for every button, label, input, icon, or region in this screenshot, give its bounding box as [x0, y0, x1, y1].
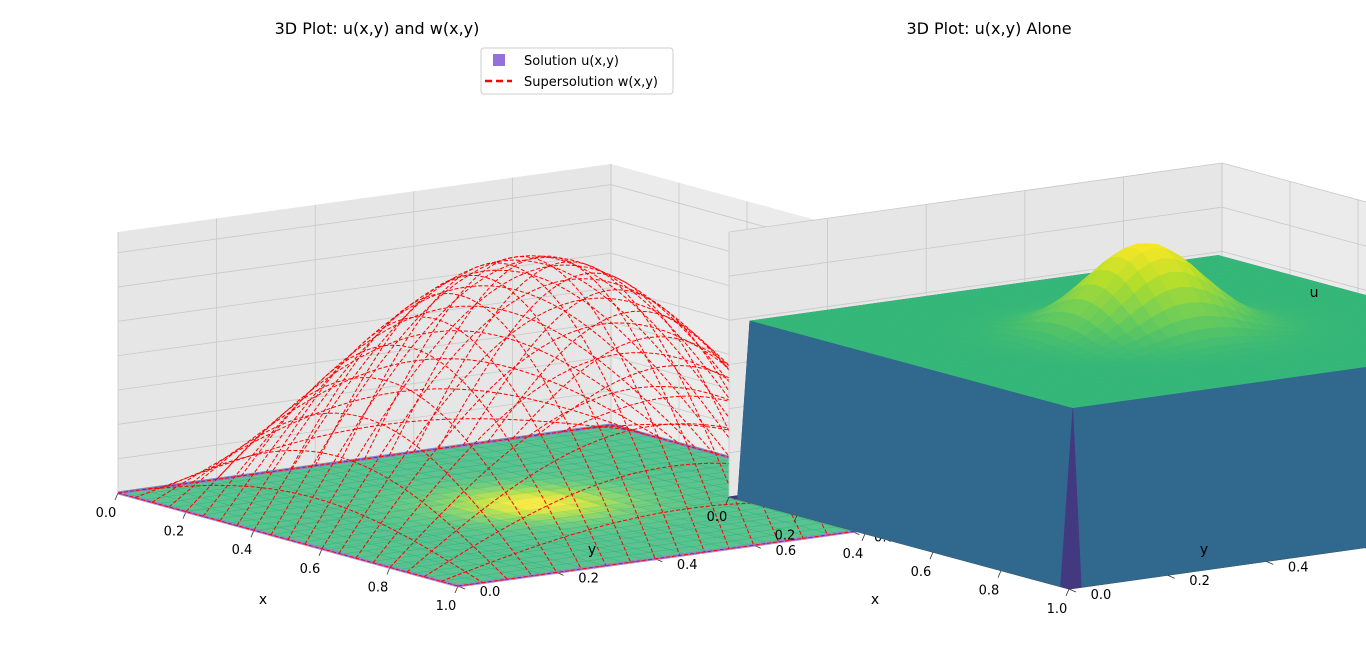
- supersolution-line: [388, 255, 730, 549]
- supersolution-line: [304, 264, 799, 545]
- subplot-u-alone: 3D Plot: u(x,y) Alone 0.0 0.2 0.4 0.6 0.8 1.0…: [707, 19, 1366, 617]
- x-tick-label: 0.0: [96, 506, 117, 521]
- chart-title: 3D Plot: u(x,y) and w(x,y): [275, 19, 480, 38]
- supersolution-line: [462, 289, 804, 539]
- grid-line: [117, 218, 612, 288]
- supersolution-line: [339, 262, 681, 556]
- legend-label-solution: Solution u(x,y): [524, 54, 619, 69]
- legend-label-supersolution: Supersolution w(x,y): [524, 75, 658, 90]
- y-tick-label: 0.4: [1288, 560, 1309, 575]
- x-tick: [1065, 588, 1070, 597]
- supersolution-line: [406, 423, 901, 573]
- supersolution-line: [536, 365, 878, 529]
- x-tick-label: 0.0: [707, 510, 728, 525]
- x-tick-label: 0.8: [368, 580, 389, 595]
- grid-line: [117, 287, 612, 357]
- x-tick: [997, 570, 1002, 578]
- x-tick-label: 0.6: [911, 565, 932, 580]
- supersolution-line: [338, 297, 833, 554]
- grid-line: [117, 252, 612, 322]
- grid-line: [117, 390, 612, 460]
- y-tick-label: 0.0: [1091, 588, 1112, 603]
- y-tick-label: 0.0: [480, 585, 501, 600]
- supersolution-line: [185, 330, 680, 512]
- surface-patch: [1060, 408, 1082, 590]
- y-tick-label: 0.6: [775, 544, 796, 559]
- grid-line: [728, 206, 1223, 277]
- x-tick-label: 0.8: [979, 584, 1000, 599]
- u-surface: [728, 243, 1366, 590]
- x-tick: [861, 533, 866, 541]
- x-tick: [114, 492, 119, 501]
- x-tick-label: 0.2: [164, 525, 185, 540]
- tick-labels: 0.00.20.40.60.81.00.00.20.40.60.81.00.00…: [707, 496, 1366, 617]
- grid-line: [117, 321, 612, 391]
- x-tick: [793, 515, 798, 523]
- y-tick: [1167, 574, 1175, 579]
- x-tick-label: 0.6: [300, 562, 321, 577]
- grid-line: [117, 184, 612, 254]
- y-tick-label: 0.2: [578, 571, 599, 586]
- x-tick: [929, 552, 934, 560]
- x-tick-label: 1.0: [436, 599, 457, 614]
- grid-line: [1221, 162, 1366, 203]
- legend: Solution u(x,y) Supersolution w(x,y): [480, 47, 674, 95]
- z-axis-label: u: [1310, 285, 1319, 301]
- y-axis-label: y: [1200, 542, 1208, 558]
- legend-box: [480, 47, 674, 95]
- y-axis-label: y: [588, 542, 596, 558]
- x-tick-label: 0.4: [232, 543, 253, 558]
- supersolution-line: [364, 256, 705, 553]
- grid-line: [1221, 206, 1366, 247]
- x-axis-label: x: [871, 592, 879, 608]
- chart-title: 3D Plot: u(x,y) Alone: [906, 19, 1071, 38]
- grid-line: [1221, 250, 1366, 291]
- subplot-u-and-w: 3D Plot: u(x,y) and w(x,y) 0.00.20.40.60…: [96, 19, 994, 614]
- supersolution-line: [191, 412, 533, 577]
- supersolution-line: [314, 274, 656, 559]
- grid-line: [728, 162, 1223, 233]
- supersolution-line: [438, 272, 779, 542]
- x-axis-label: x: [259, 592, 267, 608]
- y-tick: [1266, 561, 1274, 565]
- y-tick-label: 0.4: [677, 558, 698, 573]
- y-tick: [1068, 588, 1077, 593]
- x-tick-label: 1.0: [1047, 602, 1068, 617]
- x-tick: [725, 496, 730, 505]
- x-tick-label: 0.4: [843, 547, 864, 562]
- supersolution-line: [290, 292, 632, 563]
- x-tick-label: 0.2: [775, 528, 796, 543]
- grid-line: [117, 355, 612, 425]
- supersolution-line: [413, 261, 755, 546]
- y-tick-label: 0.2: [1189, 574, 1210, 589]
- legend-swatch-solution: [493, 54, 505, 66]
